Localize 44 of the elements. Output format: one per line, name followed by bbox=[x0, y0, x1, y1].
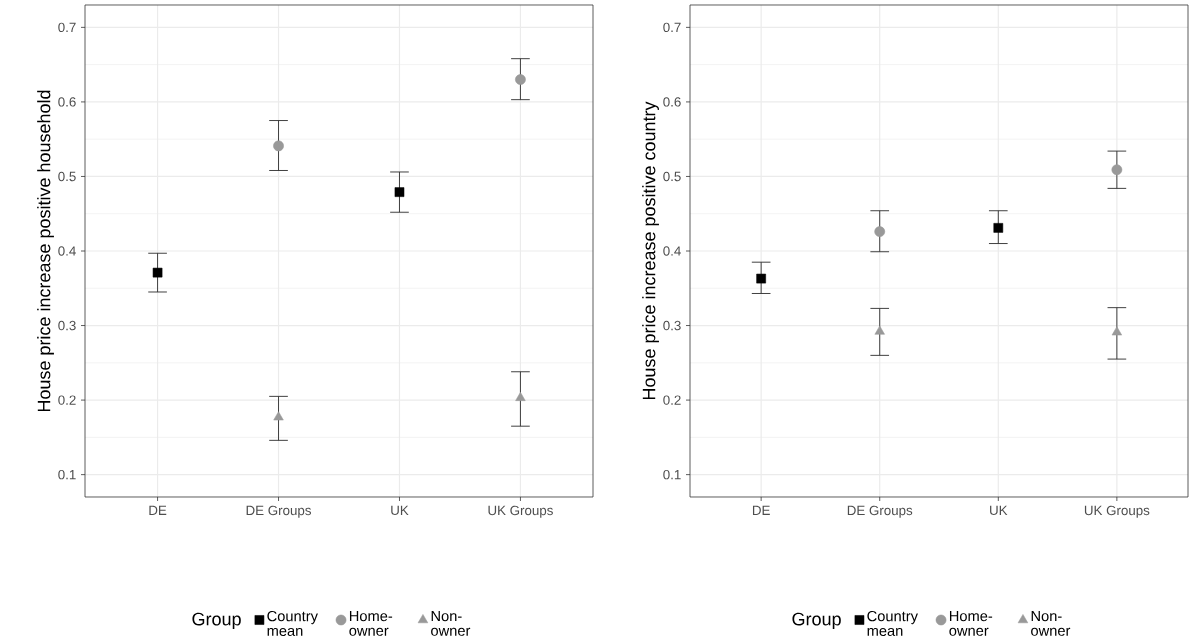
x-tick-label: UK bbox=[391, 505, 409, 516]
point bbox=[515, 391, 526, 401]
point bbox=[273, 411, 284, 421]
legend-label: Non-owner bbox=[1031, 610, 1071, 636]
point bbox=[874, 325, 885, 335]
point bbox=[152, 267, 163, 278]
legend-title: Group bbox=[192, 612, 241, 630]
legend-label: Home-owner bbox=[349, 610, 393, 636]
y-tick-label: 0.1 bbox=[663, 469, 681, 480]
y-tick-label: 0.5 bbox=[663, 171, 681, 182]
x-tick-label: DE Groups bbox=[847, 505, 913, 518]
y-tick-label: 0.6 bbox=[58, 97, 76, 107]
y-tick-label: 0.6 bbox=[663, 97, 681, 107]
y-tick-label: 0.2 bbox=[58, 395, 76, 405]
x-tick-label: DE bbox=[752, 505, 770, 515]
legend-label: Non-owner bbox=[431, 610, 471, 636]
point bbox=[394, 187, 405, 197]
x-tick-label: UK Groups bbox=[488, 505, 553, 518]
point bbox=[756, 273, 766, 284]
y-tick-label: 0.2 bbox=[663, 395, 681, 405]
x-tick-label: UK bbox=[990, 505, 1008, 516]
y-tick-label: 0.4 bbox=[663, 246, 681, 256]
x-tick-label: UK Groups bbox=[1084, 505, 1150, 518]
point bbox=[515, 74, 526, 85]
legend-label: Country mean bbox=[867, 610, 918, 636]
y-axis-title: House price increase positive country bbox=[642, 101, 659, 400]
y-tick-label: 0.7 bbox=[58, 22, 76, 33]
y-tick-label: 0.4 bbox=[58, 246, 76, 256]
y-tick-label: 0.3 bbox=[663, 320, 681, 331]
x-tick-label: DE bbox=[149, 505, 167, 515]
point bbox=[993, 223, 1004, 233]
point bbox=[1111, 164, 1123, 176]
legend-label: Home-owner bbox=[949, 610, 993, 636]
y-axis-title: House price increase positive household bbox=[37, 90, 54, 412]
point bbox=[273, 140, 284, 152]
legend-label: Country mean bbox=[267, 610, 318, 636]
y-tick-label: 0.3 bbox=[58, 320, 76, 331]
y-tick-label: 0.7 bbox=[663, 22, 681, 33]
y-tick-label: 0.5 bbox=[58, 171, 76, 182]
x-tick-label: DE Groups bbox=[246, 505, 312, 518]
legend-title: Group bbox=[792, 612, 841, 630]
point bbox=[1111, 326, 1122, 336]
y-tick-label: 0.1 bbox=[58, 469, 76, 480]
point bbox=[874, 226, 886, 237]
